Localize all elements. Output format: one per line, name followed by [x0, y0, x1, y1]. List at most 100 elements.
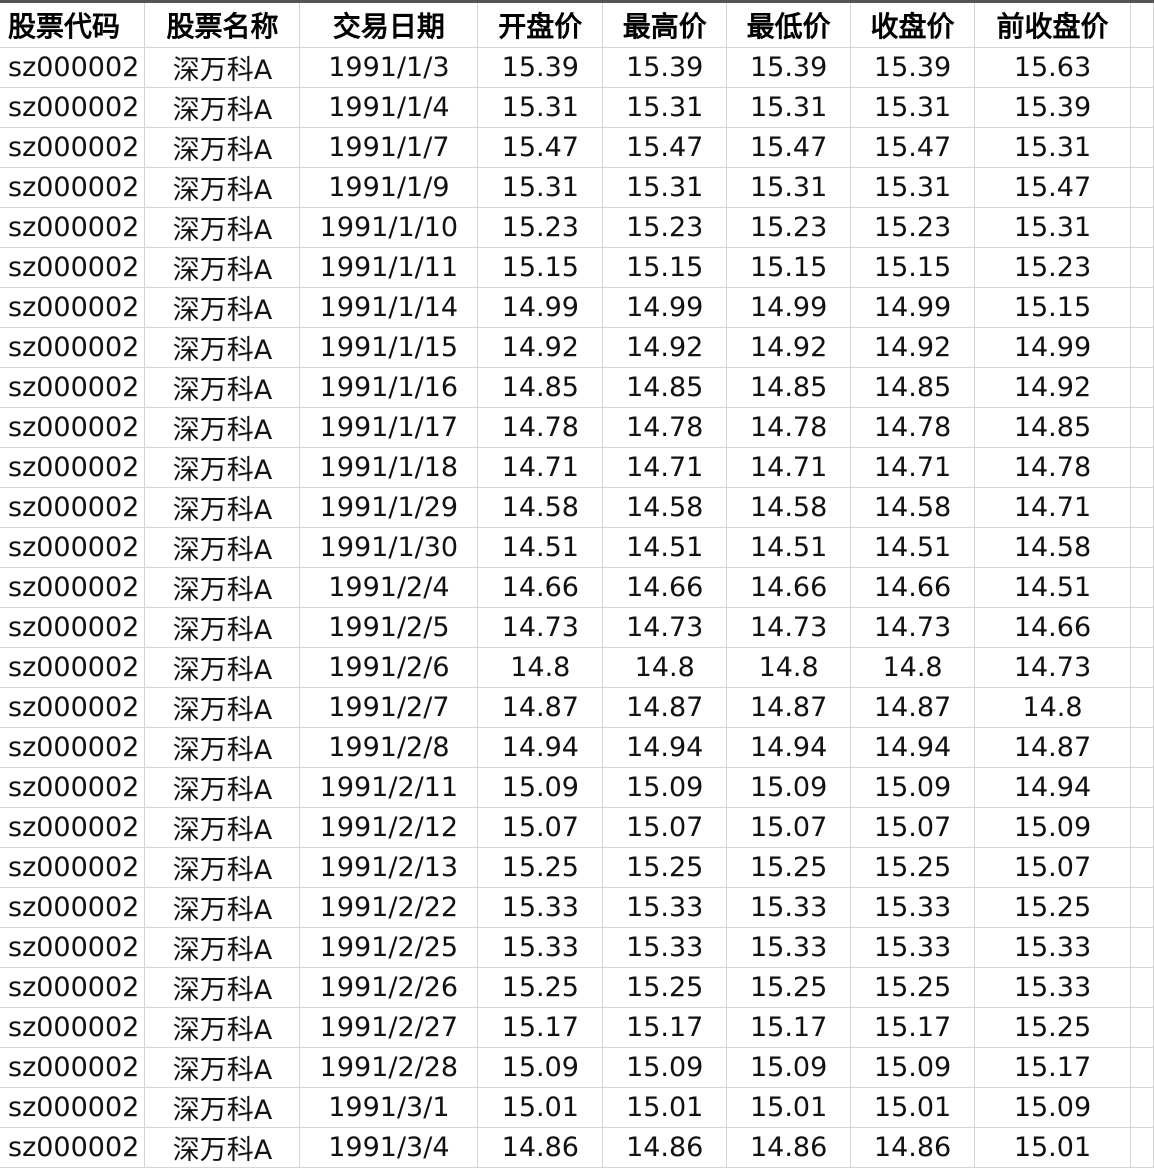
cell-close-price[interactable]: 14.73	[850, 607, 976, 648]
cell-high-price[interactable]: 15.33	[602, 887, 728, 928]
cell-high-price[interactable]: 15.17	[602, 1007, 728, 1048]
header-stock-name[interactable]: 股票名称	[144, 3, 301, 48]
cell-low-price[interactable]: 14.78	[726, 407, 852, 448]
empty-cell[interactable]	[1130, 567, 1154, 608]
cell-stock-code[interactable]: sz000002	[0, 967, 146, 1008]
cell-stock-code[interactable]: sz000002	[0, 127, 146, 168]
cell-prev-close-price[interactable]: 15.31	[974, 207, 1131, 248]
cell-open-price[interactable]: 15.09	[477, 1047, 604, 1088]
cell-trade-date[interactable]: 1991/1/16	[299, 367, 479, 408]
cell-trade-date[interactable]: 1991/2/27	[299, 1007, 479, 1048]
cell-prev-close-price[interactable]: 14.99	[974, 327, 1131, 368]
cell-stock-code[interactable]: sz000002	[0, 487, 146, 528]
cell-stock-name[interactable]: 深万科A	[144, 127, 301, 168]
empty-cell[interactable]	[1130, 767, 1154, 808]
cell-high-price[interactable]: 14.71	[602, 447, 728, 488]
cell-stock-code[interactable]: sz000002	[0, 807, 146, 848]
cell-stock-name[interactable]: 深万科A	[144, 487, 301, 528]
cell-low-price[interactable]: 14.8	[726, 647, 852, 688]
header-trade-date[interactable]: 交易日期	[299, 3, 479, 48]
cell-stock-code[interactable]: sz000002	[0, 47, 146, 88]
empty-cell[interactable]	[1130, 967, 1154, 1008]
cell-stock-name[interactable]: 深万科A	[144, 1127, 301, 1168]
cell-prev-close-price[interactable]: 14.51	[974, 567, 1131, 608]
cell-close-price[interactable]: 14.66	[850, 567, 976, 608]
cell-open-price[interactable]: 15.33	[477, 887, 604, 928]
header-low-price[interactable]: 最低价	[726, 3, 852, 48]
cell-prev-close-price[interactable]: 15.39	[974, 87, 1131, 128]
cell-stock-code[interactable]: sz000002	[0, 727, 146, 768]
cell-open-price[interactable]: 14.71	[477, 447, 604, 488]
cell-close-price[interactable]: 15.17	[850, 1007, 976, 1048]
empty-cell[interactable]	[1130, 127, 1154, 168]
cell-trade-date[interactable]: 1991/1/15	[299, 327, 479, 368]
cell-trade-date[interactable]: 1991/1/14	[299, 287, 479, 328]
cell-close-price[interactable]: 15.39	[850, 47, 976, 88]
cell-close-price[interactable]: 14.86	[850, 1127, 976, 1168]
cell-trade-date[interactable]: 1991/1/10	[299, 207, 479, 248]
cell-close-price[interactable]: 14.78	[850, 407, 976, 448]
cell-trade-date[interactable]: 1991/2/12	[299, 807, 479, 848]
cell-trade-date[interactable]: 1991/2/26	[299, 967, 479, 1008]
cell-low-price[interactable]: 15.25	[726, 967, 852, 1008]
cell-close-price[interactable]: 15.09	[850, 1047, 976, 1088]
empty-cell[interactable]	[1130, 687, 1154, 728]
cell-high-price[interactable]: 15.15	[602, 247, 728, 288]
cell-stock-name[interactable]: 深万科A	[144, 87, 301, 128]
empty-cell[interactable]	[1130, 167, 1154, 208]
cell-stock-code[interactable]: sz000002	[0, 87, 146, 128]
cell-low-price[interactable]: 15.33	[726, 927, 852, 968]
cell-close-price[interactable]: 14.94	[850, 727, 976, 768]
cell-open-price[interactable]: 15.17	[477, 1007, 604, 1048]
cell-close-price[interactable]: 15.09	[850, 767, 976, 808]
empty-cell[interactable]	[1130, 87, 1154, 128]
cell-open-price[interactable]: 15.39	[477, 47, 604, 88]
cell-high-price[interactable]: 14.78	[602, 407, 728, 448]
cell-close-price[interactable]: 14.85	[850, 367, 976, 408]
cell-stock-name[interactable]: 深万科A	[144, 207, 301, 248]
cell-prev-close-price[interactable]: 15.07	[974, 847, 1131, 888]
cell-stock-name[interactable]: 深万科A	[144, 727, 301, 768]
header-open-price[interactable]: 开盘价	[477, 3, 604, 48]
cell-open-price[interactable]: 14.85	[477, 367, 604, 408]
cell-trade-date[interactable]: 1991/2/25	[299, 927, 479, 968]
cell-stock-name[interactable]: 深万科A	[144, 967, 301, 1008]
cell-high-price[interactable]: 14.85	[602, 367, 728, 408]
empty-cell[interactable]	[1130, 487, 1154, 528]
cell-high-price[interactable]: 14.73	[602, 607, 728, 648]
cell-trade-date[interactable]: 1991/2/4	[299, 567, 479, 608]
cell-stock-name[interactable]: 深万科A	[144, 447, 301, 488]
cell-prev-close-price[interactable]: 15.17	[974, 1047, 1131, 1088]
cell-stock-name[interactable]: 深万科A	[144, 847, 301, 888]
cell-trade-date[interactable]: 1991/1/11	[299, 247, 479, 288]
empty-cell[interactable]	[1130, 407, 1154, 448]
cell-stock-name[interactable]: 深万科A	[144, 367, 301, 408]
cell-low-price[interactable]: 14.87	[726, 687, 852, 728]
cell-stock-code[interactable]: sz000002	[0, 767, 146, 808]
cell-trade-date[interactable]: 1991/1/4	[299, 87, 479, 128]
cell-trade-date[interactable]: 1991/2/13	[299, 847, 479, 888]
cell-high-price[interactable]: 14.92	[602, 327, 728, 368]
cell-open-price[interactable]: 14.51	[477, 527, 604, 568]
cell-close-price[interactable]: 14.71	[850, 447, 976, 488]
cell-open-price[interactable]: 14.92	[477, 327, 604, 368]
cell-stock-name[interactable]: 深万科A	[144, 527, 301, 568]
cell-trade-date[interactable]: 1991/2/5	[299, 607, 479, 648]
cell-open-price[interactable]: 15.31	[477, 87, 604, 128]
cell-stock-code[interactable]: sz000002	[0, 927, 146, 968]
cell-stock-code[interactable]: sz000002	[0, 207, 146, 248]
empty-cell[interactable]	[1130, 247, 1154, 288]
cell-prev-close-price[interactable]: 15.33	[974, 927, 1131, 968]
cell-high-price[interactable]: 14.87	[602, 687, 728, 728]
cell-low-price[interactable]: 14.99	[726, 287, 852, 328]
cell-open-price[interactable]: 14.58	[477, 487, 604, 528]
cell-close-price[interactable]: 15.31	[850, 87, 976, 128]
cell-high-price[interactable]: 15.25	[602, 967, 728, 1008]
cell-trade-date[interactable]: 1991/1/30	[299, 527, 479, 568]
cell-open-price[interactable]: 15.07	[477, 807, 604, 848]
cell-close-price[interactable]: 14.8	[850, 647, 976, 688]
cell-low-price[interactable]: 15.09	[726, 1047, 852, 1088]
cell-prev-close-price[interactable]: 14.78	[974, 447, 1131, 488]
cell-trade-date[interactable]: 1991/1/17	[299, 407, 479, 448]
cell-prev-close-price[interactable]: 14.8	[974, 687, 1131, 728]
